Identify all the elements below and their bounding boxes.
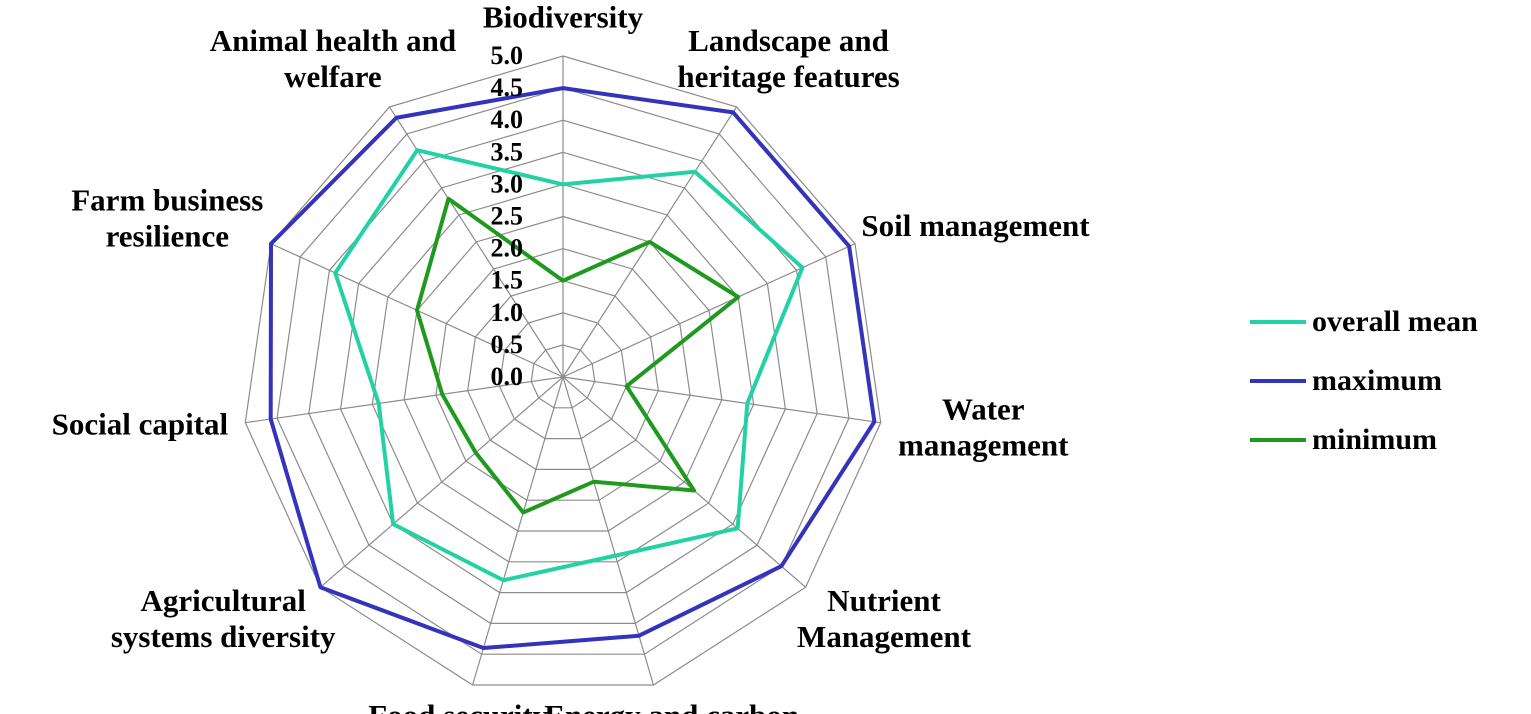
- category-label-line: Energy and carbon: [544, 698, 799, 714]
- category-label: Energy and carbon: [544, 698, 799, 714]
- category-label: Food security: [368, 698, 548, 714]
- grid-line: [244, 55, 882, 686]
- grid-line: [308, 119, 818, 624]
- category-label-line: Soil management: [861, 208, 1090, 243]
- grid-line: [403, 215, 723, 532]
- y-tick-label: 2.5: [491, 201, 524, 230]
- category-label-line: Nutrient: [827, 583, 941, 618]
- category-label: Agricultural systems diversity: [111, 583, 336, 654]
- category-label: Farm business resilience: [71, 183, 263, 254]
- y-tick-label: 0.0: [491, 362, 524, 391]
- y-tick-label: 4.0: [491, 105, 524, 134]
- category-label: Biodiversity: [483, 0, 644, 35]
- legend-label: overall mean: [1312, 305, 1478, 338]
- category-label-line: Animal health and: [210, 23, 456, 58]
- category-label: Animal health and welfare: [210, 23, 456, 94]
- category-label-line: Food security: [368, 698, 548, 714]
- category-label-line: heritage features: [677, 59, 899, 94]
- category-label-line: Water: [942, 391, 1025, 426]
- series-line: [333, 148, 805, 583]
- category-label: Landscape and heritage features: [677, 23, 899, 94]
- grid-line: [498, 312, 628, 440]
- y-tick-label: 0.5: [491, 330, 524, 359]
- category-label-line: management: [898, 427, 1069, 462]
- y-tick-label: 1.5: [491, 266, 524, 295]
- grid-line: [371, 183, 755, 563]
- category-label-line: Landscape and: [688, 23, 889, 58]
- category-label-line: Biodiversity: [483, 0, 644, 35]
- grid-line: [339, 151, 787, 594]
- category-label-line: systems diversity: [111, 619, 336, 654]
- y-tick-label: 4.5: [491, 73, 524, 102]
- y-tick-label: 1.0: [491, 298, 524, 327]
- grid-line: [467, 280, 659, 470]
- category-label: Soil management: [861, 208, 1090, 243]
- legend-label: minimum: [1312, 423, 1437, 456]
- category-label: Nutrient Management: [797, 583, 972, 654]
- category-label-line: Agricultural: [141, 583, 307, 618]
- grid-line: [276, 87, 850, 655]
- category-label-line: Farm business: [71, 183, 263, 218]
- category-label: Water management: [898, 391, 1069, 462]
- series-line: [415, 196, 741, 515]
- category-label-line: welfare: [284, 59, 382, 94]
- category-label-line: Management: [797, 619, 972, 654]
- category-label: Social capital: [52, 407, 229, 442]
- grid-line: [530, 344, 596, 409]
- series-line: [268, 86, 877, 651]
- category-label-line: Social capital: [52, 407, 229, 442]
- y-tick-label: 3.0: [491, 169, 524, 198]
- y-tick-label: 2.0: [491, 234, 524, 263]
- y-tick-label: 3.5: [491, 137, 524, 166]
- y-tick-label: 5.0: [491, 41, 524, 70]
- legend-label: maximum: [1312, 364, 1442, 397]
- grid-line: [435, 247, 691, 501]
- category-label-line: resilience: [106, 219, 229, 254]
